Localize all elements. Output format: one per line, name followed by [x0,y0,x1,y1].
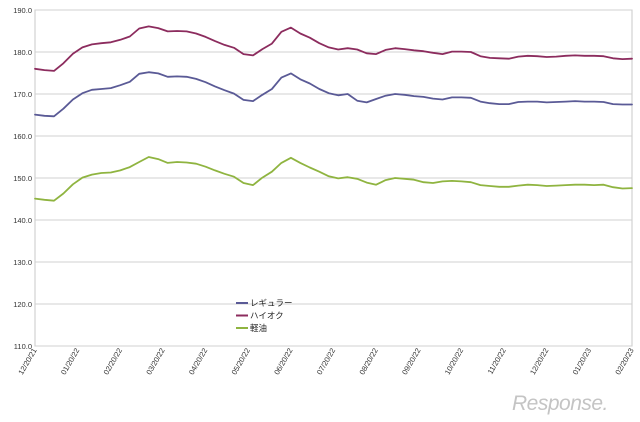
y-tick-label: 170.0 [13,90,32,99]
x-tick-label: 06/20/22 [272,347,294,377]
grid-lines [34,9,633,347]
series-line-2 [34,156,633,202]
y-tick-label: 190.0 [13,6,32,15]
legend-label: ハイオク [250,311,284,321]
x-tick-label: 01/20/23 [571,347,593,377]
legend-label: レギュラー [250,298,293,308]
x-tick-label: 08/20/22 [357,347,379,377]
x-tick-label: 01/20/22 [59,347,81,377]
y-tick-label: 160.0 [13,132,32,141]
y-tick-label: 150.0 [13,174,32,183]
x-tick-label: 02/20/22 [102,347,124,377]
watermark-logo: Response. [512,392,608,415]
x-tick-label: 10/20/22 [443,347,465,377]
x-tick-label: 07/20/22 [315,347,337,377]
x-tick-label: 05/20/22 [230,347,252,377]
y-tick-label: 140.0 [13,216,32,225]
x-axis-tick-labels: 12/20/21 01/20/22 02/20/22 03/20/22 04/20/22… [16,346,635,376]
y-tick-label: 130.0 [13,258,32,267]
series-lines [34,25,633,202]
series-line-1 [34,25,633,72]
x-tick-label: 03/20/22 [144,347,166,377]
y-tick-label: 180.0 [13,48,32,57]
y-tick-label: 120.0 [13,300,32,309]
series-line-0 [34,71,633,118]
x-tick-label: 12/20/22 [528,347,550,377]
y-axis-tick-labels: 110.0 120.0 130.0 140.0 150.0 160.0 170.0 180.0… [13,6,32,351]
x-tick-label: 09/20/22 [400,347,422,377]
y-tick-label: 110.0 [14,342,32,351]
x-tick-label: 04/20/22 [187,347,209,377]
legend-label: 軽油 [250,323,267,333]
x-tick-label: 11/20/22 [486,346,508,375]
x-tick-label: 02/20/23 [613,347,635,377]
